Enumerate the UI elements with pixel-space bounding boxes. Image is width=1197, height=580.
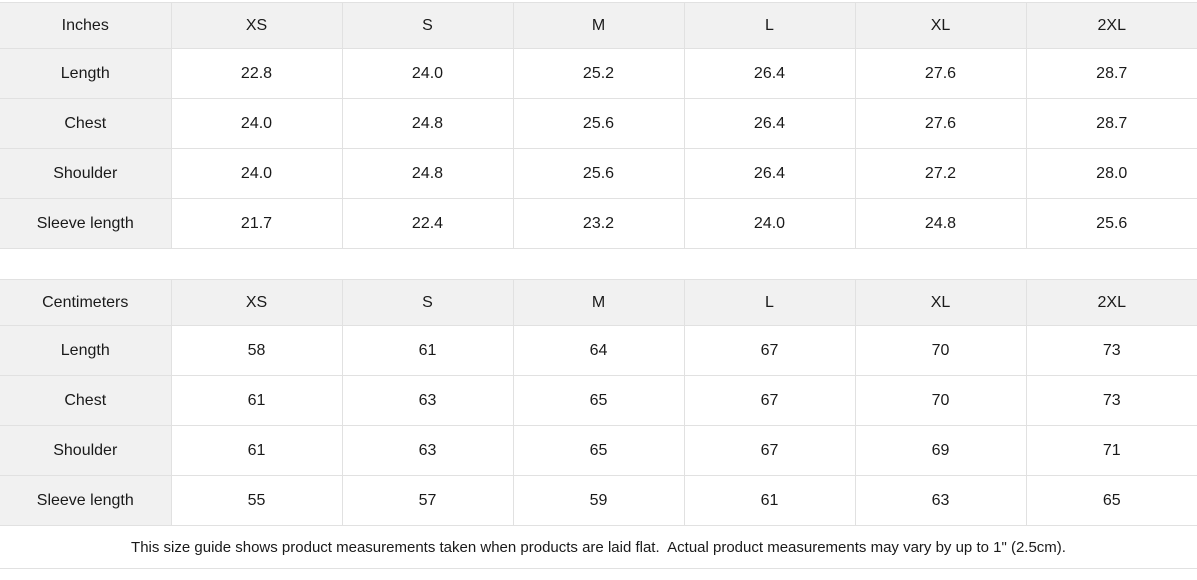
- size-value-cell: 63: [341, 375, 513, 426]
- size-value-cell: 26.4: [683, 148, 855, 199]
- size-value-cell: 61: [170, 375, 342, 426]
- col-header-m: M: [512, 279, 684, 326]
- row-label-chest: Chest: [0, 375, 171, 426]
- size-value-cell: 25.6: [512, 148, 684, 199]
- size-value-cell: 24.0: [683, 198, 855, 249]
- size-value-cell: 71: [1025, 425, 1197, 476]
- size-value-cell: 23.2: [512, 198, 684, 249]
- size-value-cell: 65: [1025, 475, 1197, 526]
- size-value-cell: 27.6: [854, 48, 1026, 99]
- inches-header-row: Inches XS S M L XL 2XL: [0, 2, 1197, 49]
- col-header-s: S: [341, 2, 513, 49]
- table-row-shoulder: Shoulder 24.0 24.8 25.6 26.4 27.2 28.0: [0, 148, 1197, 199]
- size-value-cell: 21.7: [170, 198, 342, 249]
- size-value-cell: 63: [854, 475, 1026, 526]
- col-header-xs: XS: [170, 279, 342, 326]
- row-label-chest: Chest: [0, 98, 171, 149]
- size-value-cell: 64: [512, 325, 684, 376]
- centimeters-size-table: Centimeters XS S M L XL 2XL Length 58 61…: [0, 279, 1197, 526]
- size-value-cell: 67: [683, 375, 855, 426]
- size-value-cell: 26.4: [683, 98, 855, 149]
- col-header-l: L: [683, 279, 855, 326]
- col-header-2xl: 2XL: [1025, 279, 1197, 326]
- size-value-cell: 25.2: [512, 48, 684, 99]
- table-row-sleeve-length: Sleeve length 55 57 59 61 63 65: [0, 475, 1197, 526]
- size-value-cell: 59: [512, 475, 684, 526]
- col-header-s: S: [341, 279, 513, 326]
- size-value-cell: 22.8: [170, 48, 342, 99]
- size-guide-note: This size guide shows product measuremen…: [0, 526, 1197, 569]
- size-value-cell: 70: [854, 325, 1026, 376]
- size-value-cell: 63: [341, 425, 513, 476]
- col-header-xl: XL: [854, 279, 1026, 326]
- size-value-cell: 24.0: [170, 148, 342, 199]
- size-value-cell: 70: [854, 375, 1026, 426]
- table-gap: [0, 249, 1197, 279]
- size-value-cell: 25.6: [512, 98, 684, 149]
- size-value-cell: 57: [341, 475, 513, 526]
- size-value-cell: 24.8: [854, 198, 1026, 249]
- row-label-length: Length: [0, 325, 171, 376]
- row-label-length: Length: [0, 48, 171, 99]
- row-label-shoulder: Shoulder: [0, 148, 171, 199]
- table-row-sleeve-length: Sleeve length 21.7 22.4 23.2 24.0 24.8 2…: [0, 198, 1197, 249]
- size-value-cell: 24.0: [341, 48, 513, 99]
- col-header-xl: XL: [854, 2, 1026, 49]
- size-value-cell: 24.8: [341, 98, 513, 149]
- size-value-cell: 61: [341, 325, 513, 376]
- inches-size-table: Inches XS S M L XL 2XL Length 22.8 24.0 …: [0, 2, 1197, 249]
- size-value-cell: 65: [512, 375, 684, 426]
- size-value-cell: 22.4: [341, 198, 513, 249]
- unit-label-inches: Inches: [0, 2, 171, 49]
- size-value-cell: 24.0: [170, 98, 342, 149]
- centimeters-header-row: Centimeters XS S M L XL 2XL: [0, 279, 1197, 326]
- row-label-shoulder: Shoulder: [0, 425, 171, 476]
- size-value-cell: 24.8: [341, 148, 513, 199]
- size-value-cell: 26.4: [683, 48, 855, 99]
- size-value-cell: 27.6: [854, 98, 1026, 149]
- size-value-cell: 61: [170, 425, 342, 476]
- size-value-cell: 67: [683, 425, 855, 476]
- size-value-cell: 25.6: [1025, 198, 1197, 249]
- unit-label-centimeters: Centimeters: [0, 279, 171, 326]
- table-row-shoulder: Shoulder 61 63 65 67 69 71: [0, 425, 1197, 476]
- row-label-sleeve-length: Sleeve length: [0, 198, 171, 249]
- size-value-cell: 28.7: [1025, 98, 1197, 149]
- size-value-cell: 67: [683, 325, 855, 376]
- table-row-length: Length 58 61 64 67 70 73: [0, 325, 1197, 376]
- col-header-xs: XS: [170, 2, 342, 49]
- size-value-cell: 28.0: [1025, 148, 1197, 199]
- col-header-m: M: [512, 2, 684, 49]
- col-header-l: L: [683, 2, 855, 49]
- row-label-sleeve-length: Sleeve length: [0, 475, 171, 526]
- size-value-cell: 73: [1025, 375, 1197, 426]
- size-value-cell: 27.2: [854, 148, 1026, 199]
- table-row-length: Length 22.8 24.0 25.2 26.4 27.6 28.7: [0, 48, 1197, 99]
- table-row-chest: Chest 24.0 24.8 25.6 26.4 27.6 28.7: [0, 98, 1197, 149]
- size-value-cell: 55: [170, 475, 342, 526]
- size-value-cell: 73: [1025, 325, 1197, 376]
- table-row-chest: Chest 61 63 65 67 70 73: [0, 375, 1197, 426]
- col-header-2xl: 2XL: [1025, 2, 1197, 49]
- size-value-cell: 28.7: [1025, 48, 1197, 99]
- size-value-cell: 61: [683, 475, 855, 526]
- size-value-cell: 65: [512, 425, 684, 476]
- size-value-cell: 58: [170, 325, 342, 376]
- size-value-cell: 69: [854, 425, 1026, 476]
